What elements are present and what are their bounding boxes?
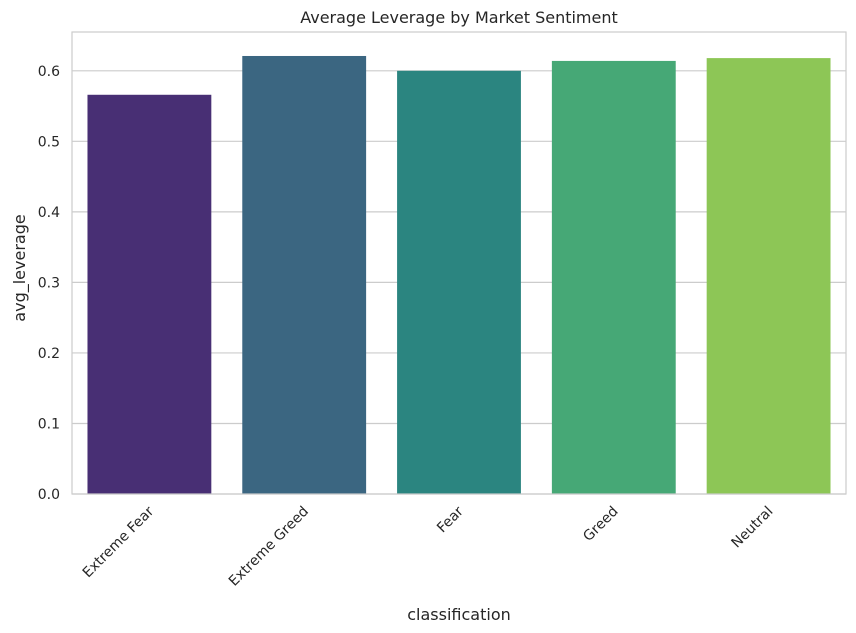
y-axis-label: avg_leverage (10, 214, 30, 321)
plot-frame (71, 31, 847, 495)
y-tick-label: 0.3 (38, 275, 60, 291)
bar-greed (551, 60, 676, 495)
x-axis-label: classification (407, 605, 511, 624)
x-tick-labels: Extreme Fear Extreme Greed Fear Greed Neutra… (80, 503, 777, 589)
y-tick-label: 0.6 (38, 64, 60, 80)
bar-neutral (706, 58, 831, 494)
y-tick-label: 0.0 (38, 487, 60, 503)
chart-title: Average Leverage by Market Sentiment (300, 8, 618, 27)
y-tick-label: 0.5 (38, 134, 60, 150)
y-tick-label: 0.2 (38, 346, 60, 362)
x-tick-label: Fear (434, 503, 467, 536)
bar-fear (397, 70, 521, 495)
x-tick-label: Extreme Fear (80, 503, 158, 581)
x-tick-label: Greed (580, 504, 621, 545)
bars (87, 55, 831, 495)
bar-extreme-greed (242, 55, 367, 494)
y-tick-label: 0.1 (38, 416, 60, 432)
y-tick-label: 0.4 (38, 205, 60, 221)
bar-extreme-fear (87, 94, 212, 494)
plot-border (71, 31, 847, 495)
x-tick-label: Neutral (729, 504, 777, 552)
y-tick-labels: 0.0 0.1 0.2 0.3 0.4 0.5 0.6 (38, 64, 60, 503)
x-tick-label: Extreme Greed (226, 504, 312, 590)
